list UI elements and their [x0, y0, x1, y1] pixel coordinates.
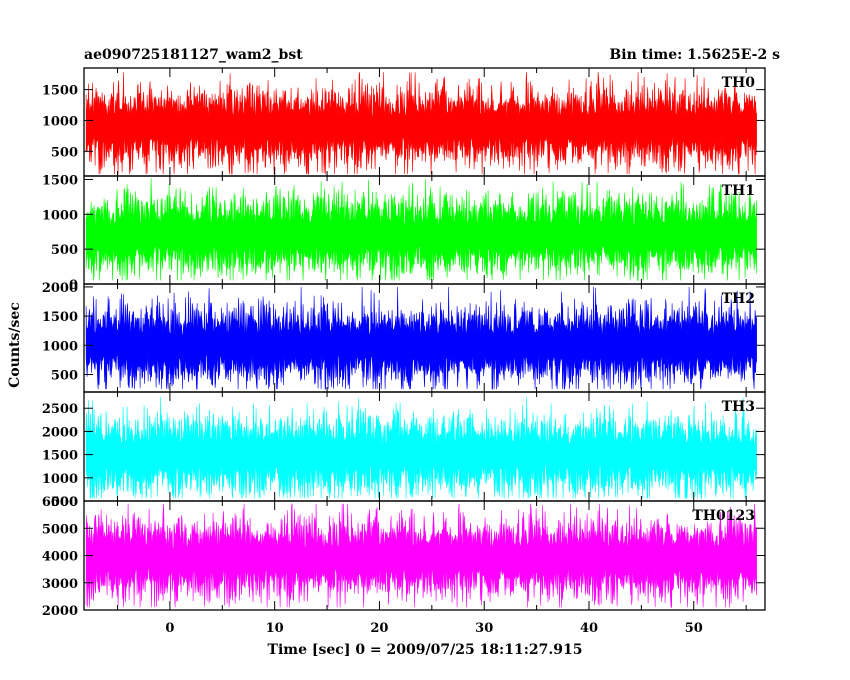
panel-th0123: 2000 3000 4000 5000 6000 TH0123: [42, 495, 766, 619]
y-tick-label: 0: [69, 278, 78, 293]
series-th0: [85, 72, 757, 175]
x-tick-label: 0: [165, 621, 174, 636]
y-tick-label: 1000: [42, 114, 78, 129]
series-th0123: [85, 503, 757, 608]
y-tick-label: 500: [51, 368, 78, 383]
bin-time-label: Bin time: 1.5625E-2 s: [609, 47, 780, 63]
y-tick-label: 2000: [42, 604, 78, 619]
y-tick-label: 2500: [42, 402, 78, 417]
series-th3: [85, 396, 757, 499]
panel-th1: 0 500 1000 1500 TH1: [42, 173, 766, 293]
y-axis-label: Counts/sec: [7, 302, 23, 388]
y-tick-label: 1000: [42, 339, 78, 354]
series-th2: [85, 286, 757, 390]
y-tick-label: 1500: [42, 310, 78, 325]
y-tick-label: 6000: [42, 495, 78, 510]
chart-title: ae090725181127_wam2_bst: [84, 47, 303, 63]
x-tick-label: 20: [370, 621, 388, 636]
x-tick-label: 50: [685, 621, 703, 636]
series-th1: [85, 178, 757, 281]
y-tick-label: 3000: [42, 577, 78, 592]
panels: 50010001500TH0050010001500TH150010001500…: [42, 67, 766, 636]
panel-th0: 500 1000 1500 TH0: [42, 67, 766, 177]
y-tick-label: 500: [51, 495, 78, 510]
y-tick-label: 5000: [42, 522, 78, 537]
y-tick-label: 500: [51, 243, 78, 258]
y-tick-label: 1500: [42, 449, 78, 464]
x-axis-label: Time [sec] 0 = 2009/07/25 18:11:27.915: [268, 642, 583, 658]
y-tick-label: 1500: [42, 173, 78, 188]
y-tick-label: 500: [51, 145, 78, 160]
series-label: TH2: [722, 291, 755, 307]
y-tick-label: 4000: [42, 550, 78, 565]
series-label: TH3: [722, 399, 755, 415]
y-tick-label: 1000: [42, 208, 78, 223]
series-label: TH1: [722, 183, 755, 199]
y-tick-label: 2000: [42, 281, 78, 296]
x-tick-label: 30: [475, 621, 493, 636]
y-tick-label: 1000: [42, 472, 78, 487]
y-tick-label: 2000: [42, 425, 78, 440]
series-label: TH0123: [692, 508, 755, 524]
x-tick-label: 40: [580, 621, 598, 636]
x-tick-label: 10: [266, 621, 284, 636]
panel-th2: 500 1000 1500 2000 TH2: [42, 281, 766, 393]
panel-th3: 500 1000 1500 2000 2500 TH3: [42, 391, 766, 510]
series-label: TH0: [722, 75, 756, 91]
y-tick-label: 1500: [42, 84, 78, 99]
